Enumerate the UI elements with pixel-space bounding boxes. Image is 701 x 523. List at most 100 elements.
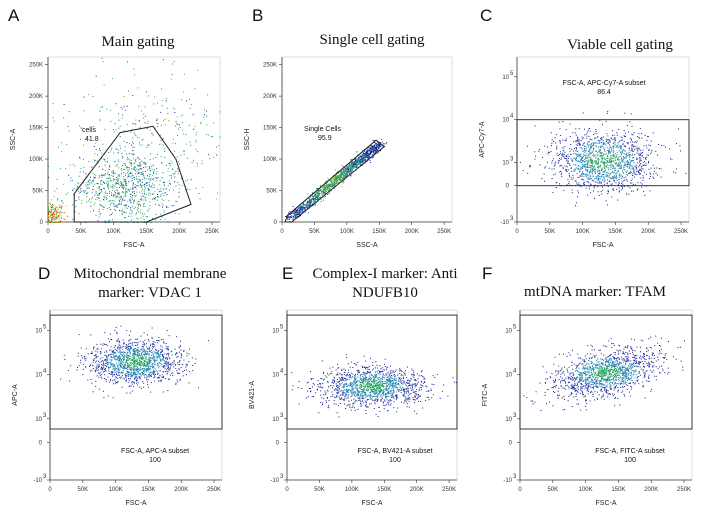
- data-point: [589, 170, 591, 172]
- data-point: [589, 188, 590, 190]
- data-point: [378, 148, 380, 150]
- data-point: [287, 218, 288, 220]
- data-point: [129, 200, 131, 202]
- data-point: [306, 204, 308, 206]
- data-point: [602, 146, 604, 147]
- data-point: [589, 159, 591, 161]
- y-tick-label: 10: [502, 161, 509, 167]
- data-point: [143, 362, 145, 364]
- data-point: [75, 206, 77, 208]
- data-point: [590, 192, 591, 194]
- scatter-points: [60, 325, 209, 399]
- data-point: [364, 157, 366, 159]
- data-point: [325, 184, 327, 186]
- data-point: [128, 180, 130, 182]
- data-point: [79, 156, 80, 158]
- data-point: [306, 202, 308, 203]
- data-point: [96, 367, 98, 369]
- data-point: [182, 114, 184, 116]
- data-point: [105, 173, 107, 175]
- data-point: [327, 186, 329, 188]
- data-point: [606, 147, 608, 149]
- data-point: [300, 208, 302, 210]
- data-point: [589, 176, 591, 178]
- data-point: [140, 184, 141, 186]
- data-point: [600, 155, 602, 157]
- data-point: [613, 155, 614, 157]
- data-point: [105, 380, 107, 382]
- data-point: [154, 199, 156, 201]
- data-point: [174, 112, 176, 113]
- data-point: [597, 176, 599, 177]
- data-point: [167, 349, 169, 351]
- data-point: [159, 205, 161, 206]
- data-point: [176, 123, 177, 125]
- data-point: [171, 168, 173, 170]
- data-point: [372, 145, 374, 147]
- data-point: [576, 154, 578, 156]
- data-point: [119, 349, 121, 351]
- data-point: [72, 218, 74, 220]
- data-point: [566, 156, 568, 158]
- data-point: [116, 206, 118, 208]
- data-point: [305, 206, 307, 208]
- data-point: [143, 191, 145, 193]
- data-point: [588, 136, 590, 137]
- data-point: [95, 350, 97, 352]
- data-point: [298, 214, 300, 216]
- data-point: [617, 170, 619, 172]
- data-point: [347, 169, 349, 171]
- data-point: [304, 207, 306, 209]
- data-point: [610, 157, 612, 159]
- data-point: [583, 142, 585, 144]
- data-point: [620, 153, 622, 155]
- data-point: [634, 173, 636, 175]
- data-point: [385, 143, 387, 145]
- data-point: [639, 164, 640, 166]
- data-point: [99, 189, 101, 191]
- data-point: [139, 191, 141, 193]
- data-point: [600, 146, 601, 148]
- data-point: [338, 178, 340, 180]
- data-point: [601, 176, 603, 178]
- data-point: [324, 196, 326, 198]
- data-point: [105, 197, 107, 198]
- data-point: [138, 203, 140, 205]
- data-point: [114, 330, 116, 331]
- data-point: [134, 133, 136, 135]
- data-point: [159, 134, 161, 136]
- gate-label: FSC-A, APC-Cy7-A subset: [563, 80, 646, 87]
- data-point: [312, 195, 314, 197]
- data-point: [611, 147, 613, 149]
- data-point: [318, 189, 319, 191]
- data-point: [351, 161, 353, 163]
- data-point: [290, 217, 292, 219]
- data-point: [624, 136, 626, 137]
- data-point: [104, 369, 106, 371]
- data-point: [102, 390, 104, 392]
- data-point: [593, 143, 594, 145]
- data-point: [296, 211, 298, 213]
- data-point: [218, 145, 220, 147]
- data-point: [206, 124, 208, 126]
- data-point: [604, 162, 606, 164]
- data-point: [538, 148, 540, 150]
- data-point: [320, 198, 322, 200]
- data-point: [149, 185, 151, 187]
- data-point: [115, 383, 117, 385]
- data-point: [100, 107, 102, 108]
- data-point: [110, 378, 111, 380]
- data-point: [153, 103, 155, 105]
- data-point: [577, 165, 579, 167]
- data-point: [606, 141, 608, 142]
- data-point: [363, 154, 365, 156]
- data-point: [72, 164, 74, 165]
- data-point: [376, 142, 378, 144]
- data-point: [119, 176, 121, 178]
- data-point: [628, 131, 629, 133]
- data-point: [156, 353, 158, 355]
- data-point: [107, 157, 109, 159]
- data-point: [357, 161, 359, 163]
- data-point: [165, 164, 167, 166]
- data-point: [626, 156, 628, 158]
